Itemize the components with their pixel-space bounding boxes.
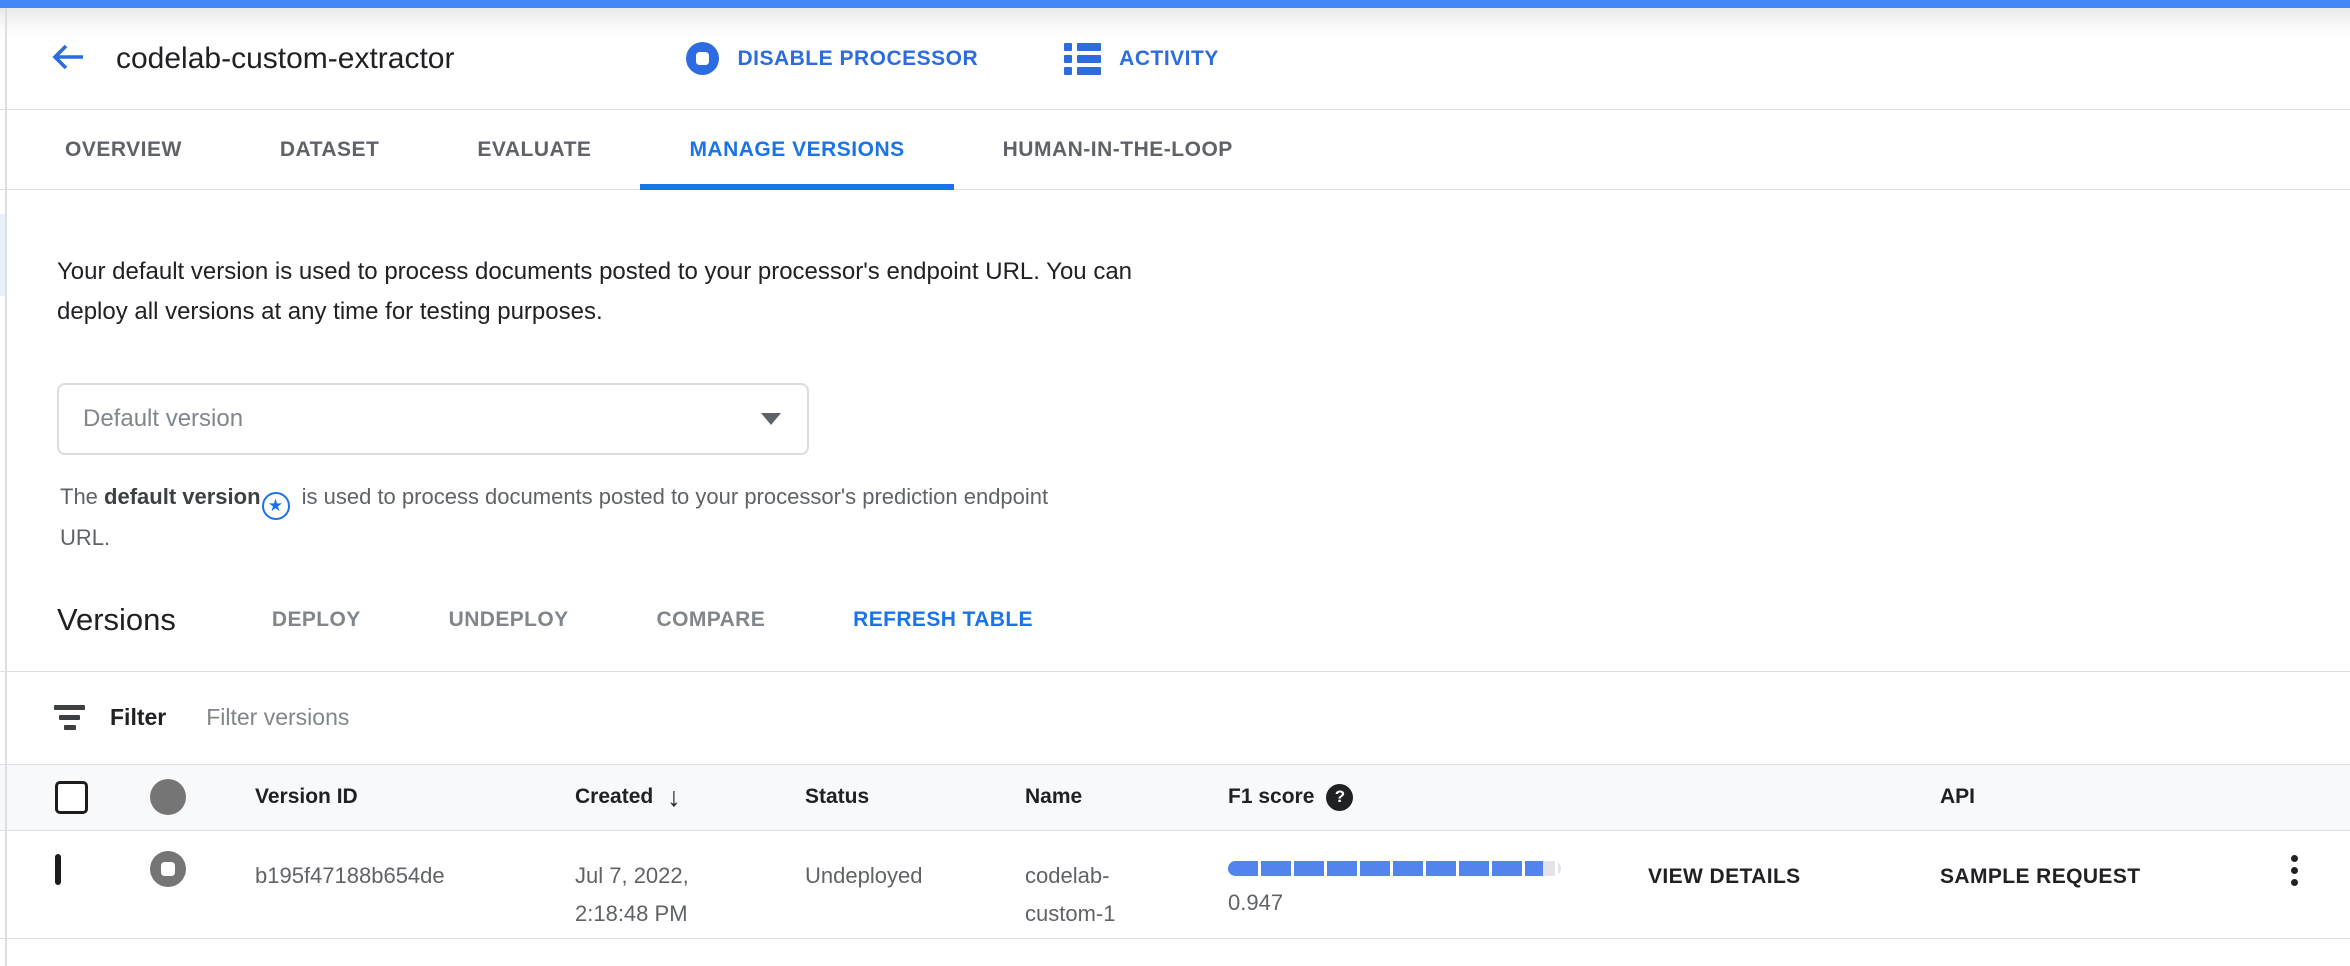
f1-score-cell: 0.947 <box>1228 831 1648 922</box>
column-version-id[interactable]: Version ID <box>255 785 358 808</box>
filter-icon <box>54 705 85 730</box>
stop-circle-icon <box>686 42 720 75</box>
back-arrow-icon <box>48 38 86 79</box>
tab-dataset[interactable]: DATASET <box>231 110 429 189</box>
select-all-checkbox[interactable] <box>55 780 88 814</box>
undeploy-button[interactable]: UNDEPLOY <box>448 607 569 631</box>
version-id-value: b195f47188b654de <box>255 862 445 888</box>
view-details-button[interactable]: VIEW DETAILS <box>1648 864 1801 888</box>
refresh-table-button[interactable]: REFRESH TABLE <box>853 607 1033 631</box>
helper-prefix: The <box>60 484 105 509</box>
activity-label: ACTIVITY <box>1119 46 1219 70</box>
f1-progress-segments <box>1228 860 1561 876</box>
undeployed-state-icon <box>150 850 186 887</box>
versions-toolbar: Versions DEPLOY UNDEPLOY COMPARE REFRESH… <box>57 602 2350 638</box>
helper-suffix: is used to process documents posted to y… <box>60 484 1049 550</box>
star-glyph: ★ <box>267 496 284 515</box>
disable-processor-button[interactable]: DISABLE PROCESSOR <box>686 42 978 75</box>
versions-table-header: Version ID Created ↓ Status Name F1 scor… <box>0 763 2350 831</box>
sort-descending-icon: ↓ <box>667 781 681 812</box>
f1-progress-bar <box>1228 860 1561 876</box>
filter-versions-input[interactable] <box>206 704 907 731</box>
header-actions: DISABLE PROCESSOR ACTIVITY <box>686 42 1218 76</box>
f1-score-value: 0.947 <box>1228 889 1284 915</box>
column-name[interactable]: Name <box>1025 785 1083 808</box>
loading-bar <box>0 0 2350 8</box>
status-value: Undeployed <box>805 862 923 888</box>
default-version-section: Your default version is used to process … <box>0 252 2350 638</box>
f1-help-icon[interactable]: ? <box>1326 783 1354 811</box>
helper-bold: default version <box>104 484 261 509</box>
default-version-column-icon <box>150 779 186 815</box>
row-checkbox[interactable] <box>55 853 61 885</box>
tab-manage-versions[interactable]: MANAGE VERSIONS <box>640 110 954 190</box>
page-title: codelab-custom-extractor <box>116 41 455 75</box>
left-panel-edge <box>5 8 7 966</box>
column-api: API <box>1940 785 1976 808</box>
help-glyph: ? <box>1334 787 1346 806</box>
tab-evaluate[interactable]: EVALUATE <box>428 110 640 189</box>
tab-human-in-the-loop[interactable]: HUMAN-IN-THE-LOOP <box>954 110 1282 189</box>
section-description: Your default version is used to process … <box>57 258 1133 325</box>
filter-label: Filter <box>110 704 167 730</box>
left-panel-scroll-hint <box>0 214 5 296</box>
caret-down-icon <box>761 413 781 425</box>
processor-tabs: OVERVIEW DATASET EVALUATE MANAGE VERSION… <box>0 110 2350 190</box>
version-row: b195f47188b654de Jul 7, 2022, 2:18:48 PM… <box>0 830 2350 939</box>
default-version-select-value: Default version <box>83 405 244 432</box>
column-created-label: Created <box>575 785 654 808</box>
default-version-select[interactable]: Default version <box>57 383 809 455</box>
back-button[interactable] <box>44 36 90 82</box>
activity-button[interactable]: ACTIVITY <box>1064 42 1219 76</box>
sample-request-button[interactable]: SAMPLE REQUEST <box>1940 864 2141 888</box>
filter-bar: Filter <box>0 670 2350 764</box>
column-status[interactable]: Status <box>805 785 870 808</box>
created-value: Jul 7, 2022, 2:18:48 PM <box>575 862 689 926</box>
name-value: codelab-custom-1 <box>1025 862 1116 926</box>
column-f1-label: F1 score <box>1228 785 1315 808</box>
default-version-star-icon: ★ <box>261 491 290 520</box>
default-version-helper: The default version ★ is used to process … <box>60 479 1070 555</box>
processor-header: codelab-custom-extractor DISABLE PROCESS… <box>0 8 2350 110</box>
row-overflow-menu-button[interactable] <box>2285 851 2304 890</box>
tab-overview[interactable]: OVERVIEW <box>16 110 231 189</box>
activity-list-icon <box>1064 42 1102 76</box>
compare-button[interactable]: COMPARE <box>656 607 766 631</box>
column-created[interactable]: Created ↓ <box>575 782 805 813</box>
versions-actions: DEPLOY UNDEPLOY COMPARE REFRESH TABLE <box>272 608 1033 632</box>
deploy-button[interactable]: DEPLOY <box>271 607 361 631</box>
disable-processor-label: DISABLE PROCESSOR <box>737 46 979 70</box>
versions-heading: Versions <box>57 601 176 637</box>
column-f1-score[interactable]: F1 score ? <box>1228 783 1648 811</box>
